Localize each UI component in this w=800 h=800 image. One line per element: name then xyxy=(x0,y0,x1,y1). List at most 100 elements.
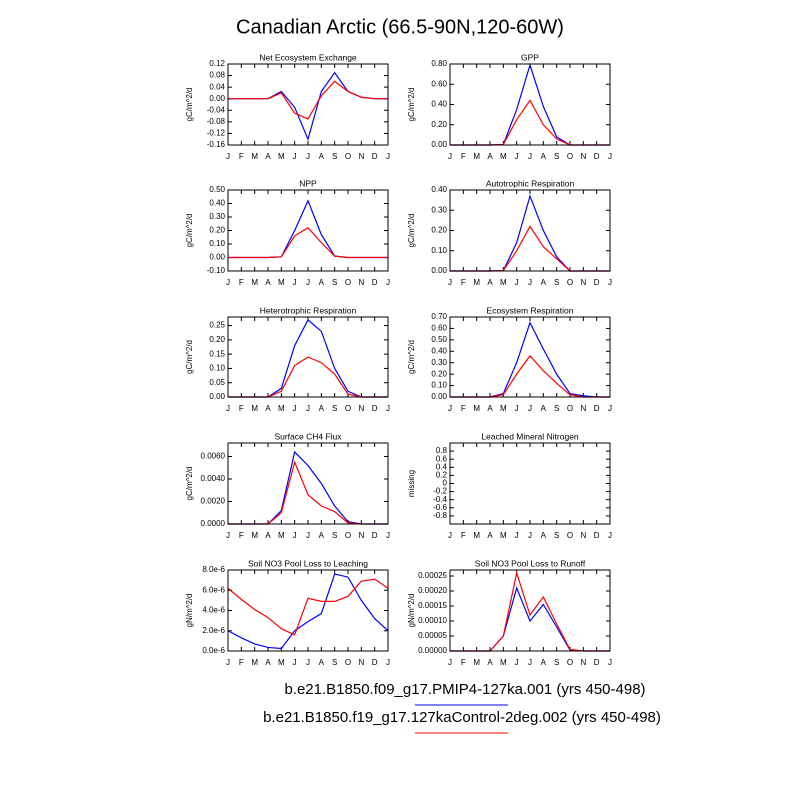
y-tick-label: 0.25 xyxy=(209,321,225,330)
x-tick-label: M xyxy=(278,278,285,287)
x-tick-label: O xyxy=(345,404,351,413)
plot-frame xyxy=(227,63,389,146)
y-tick-label: 0.08 xyxy=(209,71,225,80)
y-tick-label: 0.2 xyxy=(436,471,448,480)
x-tick-label: A xyxy=(265,658,271,667)
x-tick-label: M xyxy=(500,278,507,287)
x-tick-label: O xyxy=(345,278,351,287)
series-line xyxy=(450,354,610,398)
y-tick-label: 0.15 xyxy=(209,349,225,358)
y-axis-label: gC/m^2/d xyxy=(185,340,194,374)
plot-frame xyxy=(449,569,611,652)
y-tick-label: 8.0e-6 xyxy=(202,565,225,574)
x-tick-label: J xyxy=(226,278,230,287)
x-tick-label: J xyxy=(528,531,532,540)
plot-frame xyxy=(449,63,611,146)
x-tick-label: A xyxy=(541,152,547,161)
x-tick-label: J xyxy=(515,278,519,287)
y-tick-label: 0.20 xyxy=(209,335,225,344)
y-tick-label: -0.10 xyxy=(207,266,226,275)
y-tick-label: 0.60 xyxy=(431,324,447,333)
x-tick-label: N xyxy=(580,531,586,540)
y-tick-label: 0.30 xyxy=(209,212,225,221)
x-tick-label: J xyxy=(226,531,230,540)
x-tick-label: J xyxy=(306,404,310,413)
x-tick-label: A xyxy=(265,152,271,161)
x-tick-label: M xyxy=(500,658,507,667)
x-tick-label: A xyxy=(265,531,271,540)
plot-frame xyxy=(227,316,389,398)
x-tick-label: A xyxy=(319,658,325,667)
x-tick-label: J xyxy=(386,404,390,413)
x-tick-label: M xyxy=(500,404,507,413)
y-tick-label: 0.00000 xyxy=(418,646,447,655)
x-tick-label: M xyxy=(473,404,480,413)
x-tick-label: J xyxy=(448,531,452,540)
x-tick-label: M xyxy=(251,404,258,413)
panel: Net Ecosystem Exchange gC/m^2/d 0.12 0.08 0.… xyxy=(185,52,390,161)
x-tick-label: F xyxy=(239,531,244,540)
x-tick-label: J xyxy=(515,531,519,540)
y-tick-label: 0.05 xyxy=(209,378,225,387)
series-line xyxy=(450,586,610,652)
y-tick-label: 0.4 xyxy=(436,462,448,471)
x-tick-label: F xyxy=(461,658,466,667)
x-tick-label: A xyxy=(487,278,493,287)
plot-frame xyxy=(227,569,389,652)
panel-title: Net Ecosystem Exchange xyxy=(259,52,357,62)
x-tick-label: M xyxy=(500,152,507,161)
x-tick-label: N xyxy=(358,658,364,667)
x-tick-label: F xyxy=(239,278,244,287)
plot-frame xyxy=(449,189,611,272)
x-tick-label: N xyxy=(580,404,586,413)
x-tick-label: F xyxy=(461,404,466,413)
plot-frame xyxy=(449,316,611,398)
x-tick-label: S xyxy=(332,658,337,667)
y-tick-label: 0.00010 xyxy=(418,616,447,625)
x-tick-label: J xyxy=(608,152,612,161)
x-tick-label: N xyxy=(358,404,364,413)
x-tick-label: A xyxy=(319,404,325,413)
x-tick-label: O xyxy=(567,404,573,413)
series-line xyxy=(450,62,610,146)
y-tick-label: 0.40 xyxy=(431,346,447,355)
x-tick-label: M xyxy=(251,531,258,540)
x-tick-label: J xyxy=(528,278,532,287)
y-tick-label: 0.60 xyxy=(431,79,447,88)
y-tick-label: 0.0020 xyxy=(201,497,226,506)
x-tick-label: J xyxy=(293,152,297,161)
x-tick-label: J xyxy=(306,658,310,667)
x-tick-label: O xyxy=(345,152,351,161)
series-line xyxy=(228,71,388,142)
panel: Ecosystem Respiration gC/m^2/d 0.70 0.60 0.5… xyxy=(407,305,612,413)
series-line xyxy=(450,570,610,652)
figure-title: Canadian Arctic (66.5-90N,120-60W) xyxy=(236,16,564,38)
x-tick-label: J xyxy=(608,278,612,287)
y-tick-label: 0.6 xyxy=(436,454,448,463)
y-tick-label: 0.80 xyxy=(431,59,447,68)
x-tick-label: F xyxy=(239,658,244,667)
y-tick-label: 0.00015 xyxy=(418,601,447,610)
series-line xyxy=(228,460,388,525)
y-tick-label: -0.16 xyxy=(207,140,226,149)
panel-title: Surface CH4 Flux xyxy=(274,431,342,441)
x-tick-label: N xyxy=(580,278,586,287)
panel-title: GPP xyxy=(521,52,539,62)
x-tick-label: M xyxy=(500,531,507,540)
y-axis-label: gN/m^2/d xyxy=(185,594,194,628)
x-tick-label: D xyxy=(372,531,378,540)
plot-frame xyxy=(227,442,389,525)
x-tick-label: O xyxy=(567,152,573,161)
panel-title: Leached Mineral Nitrogen xyxy=(481,431,579,441)
x-tick-label: J xyxy=(608,658,612,667)
x-tick-label: J xyxy=(528,404,532,413)
x-tick-label: A xyxy=(487,152,493,161)
x-tick-label: O xyxy=(567,658,573,667)
x-tick-label: A xyxy=(541,658,547,667)
x-tick-label: J xyxy=(515,152,519,161)
x-tick-label: J xyxy=(386,152,390,161)
panel-title: Heterotrophic Respiration xyxy=(260,305,357,315)
y-tick-label: 6.0e-6 xyxy=(202,585,225,594)
x-tick-label: O xyxy=(345,531,351,540)
